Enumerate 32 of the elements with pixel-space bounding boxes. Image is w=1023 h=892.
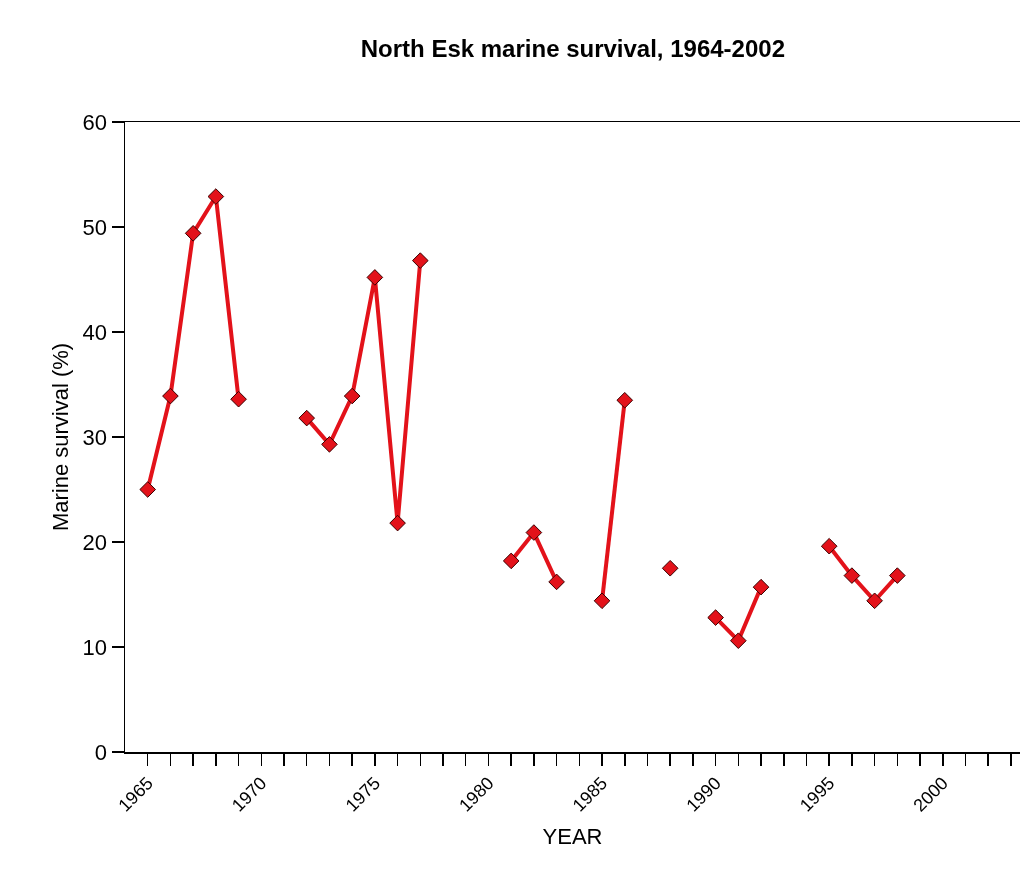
point — [389, 514, 406, 532]
point — [184, 225, 202, 242]
x-axis-title: YEAR — [542, 824, 603, 850]
y-tick-label: 60 — [82, 109, 108, 135]
point — [548, 573, 565, 591]
point — [730, 632, 747, 649]
point — [843, 567, 861, 584]
point — [366, 269, 384, 286]
y-tick-label: 50 — [82, 214, 108, 240]
point — [820, 537, 838, 555]
point — [866, 592, 883, 610]
point — [707, 609, 724, 626]
point — [502, 552, 520, 570]
point — [661, 559, 679, 577]
chart-title: North Esk marine survival, 1964-2002 — [360, 34, 785, 62]
point — [139, 481, 157, 498]
y-axis-title: Marine survival (%) — [47, 342, 73, 532]
y-tick-label: 0 — [94, 739, 108, 765]
y-tick-label: 30 — [82, 424, 108, 450]
point — [298, 409, 316, 427]
point — [321, 436, 338, 453]
point — [230, 390, 247, 408]
y-tick-label: 40 — [82, 319, 108, 345]
y-tick-label: 10 — [82, 634, 108, 660]
point — [207, 188, 225, 205]
point — [889, 567, 906, 584]
y-tick-label: 20 — [82, 529, 108, 555]
point — [752, 578, 770, 596]
point — [412, 252, 429, 269]
point — [162, 387, 179, 405]
point — [525, 524, 543, 541]
point — [343, 387, 361, 405]
